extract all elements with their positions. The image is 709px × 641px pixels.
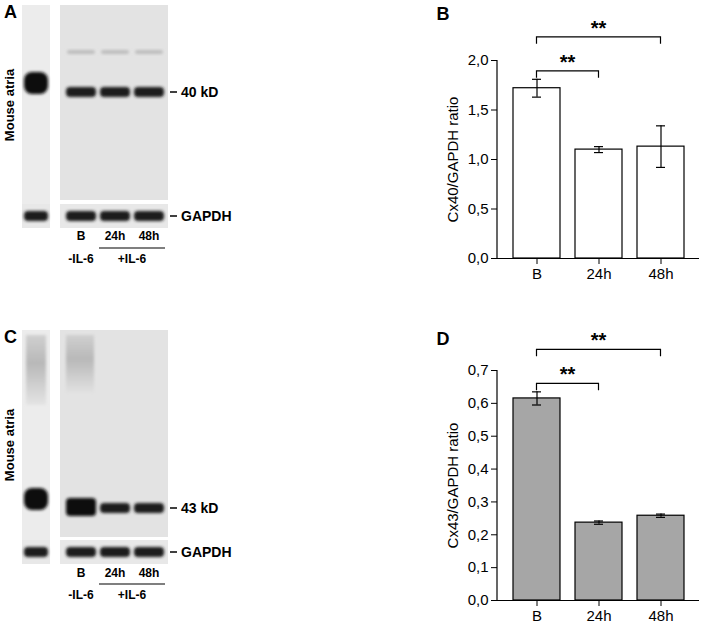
svg-text:40 kD: 40 kD [181,84,218,100]
svg-text:0,5: 0,5 [468,200,489,217]
svg-text:GAPDH: GAPDH [181,208,232,224]
svg-text:Mouse atria: Mouse atria [2,68,17,141]
svg-text:0,0: 0,0 [468,591,489,608]
svg-text:B: B [77,229,86,243]
svg-text:43 kD: 43 kD [181,500,218,516]
svg-text:0,1: 0,1 [468,558,489,575]
svg-text:Cx43/GAPDH ratio: Cx43/GAPDH ratio [444,423,461,549]
svg-text:0,6: 0,6 [468,394,489,411]
svg-text:**: ** [591,17,607,39]
svg-text:B: B [77,566,86,580]
svg-text:48h: 48h [139,566,160,580]
svg-text:24h: 24h [105,566,126,580]
svg-text:24h: 24h [586,265,611,282]
svg-text:48h: 48h [648,607,673,624]
svg-text:B: B [532,607,542,624]
svg-text:0,3: 0,3 [468,493,489,510]
svg-text:0,2: 0,2 [468,526,489,543]
svg-text:-IL-6: -IL-6 [68,252,94,266]
svg-text:1,5: 1,5 [468,101,489,118]
svg-text:24h: 24h [105,229,126,243]
svg-text:**: ** [560,363,576,385]
svg-text:B: B [437,4,450,24]
svg-text:2,0: 2,0 [468,51,489,68]
svg-text:**: ** [560,51,576,73]
svg-text:+IL-6: +IL-6 [118,252,147,266]
svg-text:0,0: 0,0 [468,249,489,266]
svg-text:GAPDH: GAPDH [181,544,232,560]
svg-text:C: C [4,327,17,347]
svg-text:0,7: 0,7 [468,361,489,378]
svg-text:24h: 24h [586,607,611,624]
svg-text:**: ** [591,329,607,351]
svg-text:A: A [4,2,17,22]
svg-text:48h: 48h [648,265,673,282]
svg-text:D: D [437,329,450,349]
svg-text:48h: 48h [139,229,160,243]
svg-text:Cx40/GAPDH ratio: Cx40/GAPDH ratio [444,97,461,223]
svg-text:0,5: 0,5 [468,427,489,444]
svg-text:Mouse atria: Mouse atria [2,408,17,481]
svg-text:-IL-6: -IL-6 [68,588,94,602]
svg-text:B: B [532,265,542,282]
svg-text:0,4: 0,4 [468,460,489,477]
svg-text:1,0: 1,0 [468,150,489,167]
svg-text:+IL-6: +IL-6 [118,588,147,602]
